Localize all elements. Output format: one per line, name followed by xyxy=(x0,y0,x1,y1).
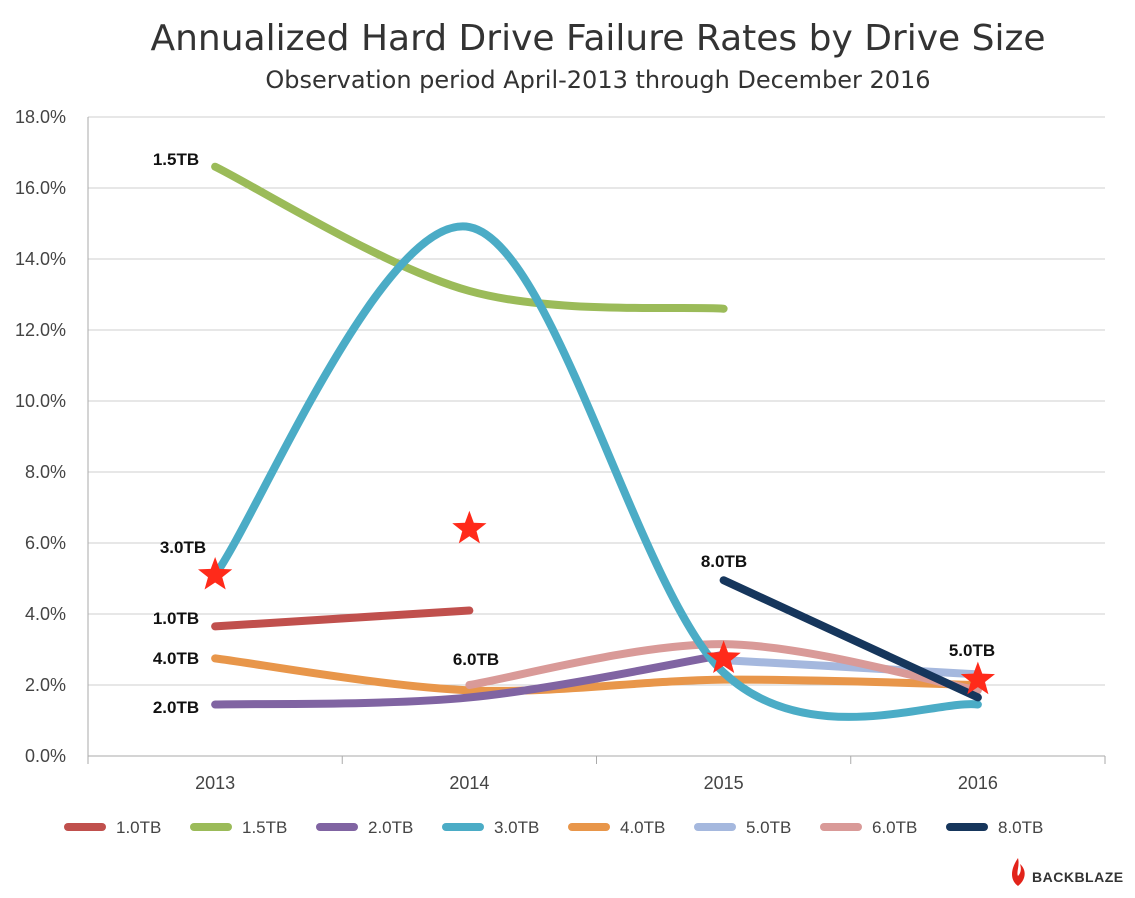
star-icon xyxy=(960,661,995,695)
star-icon xyxy=(452,510,487,544)
y-tick-label: 6.0% xyxy=(25,533,66,553)
series-line-1-0tb xyxy=(211,606,474,631)
series-line-3-0tb xyxy=(211,222,982,721)
legend-label: 1.5TB xyxy=(242,818,287,837)
y-tick-label: 18.0% xyxy=(15,107,66,127)
x-tick-label: 2013 xyxy=(195,773,235,793)
star-icon xyxy=(198,556,233,590)
series-label-8-0tb: 8.0TB xyxy=(701,552,747,571)
series-label-1-5tb: 1.5TB xyxy=(153,150,199,169)
series-label-4-0tb: 4.0TB xyxy=(153,649,199,668)
series-labels: 1.0TB 1.5TB 2.0TB 3.0TB 4.0TB 5.0TB 6.0TB 8.0TB xyxy=(153,150,995,717)
y-tick-label: 14.0% xyxy=(15,249,66,269)
star-icon xyxy=(706,640,741,673)
legend: 1.0TB 1.5TB 2.0TB 3.0TB 4.0TB 5.0TB 6.0TB 8.0TB xyxy=(64,818,1043,837)
y-tick-label: 12.0% xyxy=(15,320,66,340)
legend-label: 5.0TB xyxy=(746,818,791,837)
series-label-1-0tb: 1.0TB xyxy=(153,609,199,628)
legend-label: 8.0TB xyxy=(998,818,1043,837)
legend-label: 1.0TB xyxy=(116,818,161,837)
legend-label: 4.0TB xyxy=(620,818,665,837)
plot-area xyxy=(211,162,982,721)
series-label-5-0tb: 5.0TB xyxy=(949,641,995,660)
y-tick-label: 10.0% xyxy=(15,391,66,411)
axes: 0.0% 2.0% 4.0% 6.0% 8.0% 10.0% 12.0% 14.0% 16.0%… xyxy=(15,107,1106,793)
y-tick-label: 8.0% xyxy=(25,462,66,482)
legend-label: 6.0TB xyxy=(872,818,917,837)
series-line-5-0tb xyxy=(719,656,982,679)
x-tick-label: 2016 xyxy=(958,773,998,793)
y-tick-label: 16.0% xyxy=(15,178,66,198)
brand-name: BACKBLAZE xyxy=(1032,869,1124,885)
y-tick-label: 2.0% xyxy=(25,675,66,695)
annotation-stars xyxy=(198,510,995,695)
series-line-2-0tb xyxy=(211,650,728,709)
series-label-3-0tb: 3.0TB xyxy=(160,538,206,557)
grid-lines xyxy=(88,116,1105,757)
series-line-1-5tb xyxy=(211,162,728,313)
brand-logo: BACKBLAZE xyxy=(1012,858,1124,886)
series-line-4-0tb xyxy=(211,654,982,695)
chart-title: Annualized Hard Drive Failure Rates by D… xyxy=(150,18,1045,59)
series-label-2-0tb: 2.0TB xyxy=(153,698,199,717)
legend-label: 2.0TB xyxy=(368,818,413,837)
x-tick-label: 2015 xyxy=(704,773,744,793)
series-label-6-0tb: 6.0TB xyxy=(453,650,499,669)
series-line-8-0tb xyxy=(719,576,982,702)
y-tick-label: 0.0% xyxy=(25,746,66,766)
legend-label: 3.0TB xyxy=(494,818,539,837)
y-tick-label: 4.0% xyxy=(25,604,66,624)
flame-icon xyxy=(1012,858,1025,886)
x-tick-label: 2014 xyxy=(449,773,489,793)
chart-subtitle: Observation period April-2013 through De… xyxy=(265,66,930,94)
